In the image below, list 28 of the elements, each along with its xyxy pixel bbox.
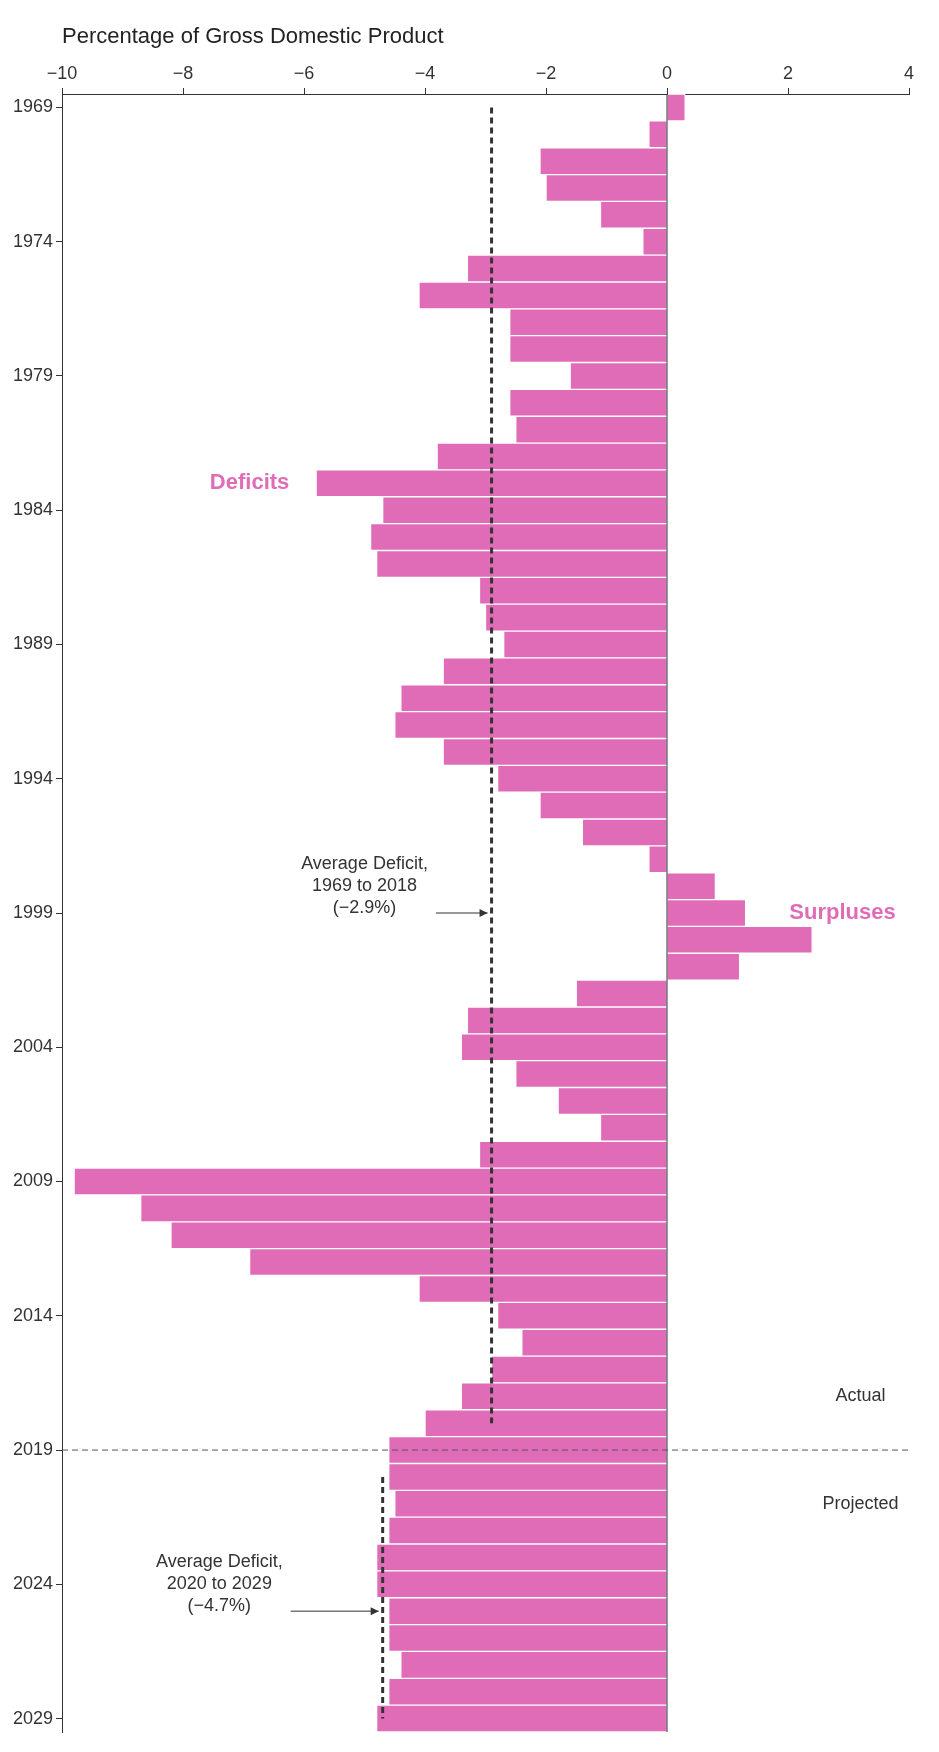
x-tick-label: −8	[172, 63, 194, 84]
y-tick-label: 1994	[13, 767, 54, 788]
annotation: Deficits	[209, 469, 290, 495]
annotation: Average Deficit, 1969 to 2018 (−2.9%)	[301, 853, 428, 918]
x-tick-label: −10	[46, 63, 78, 84]
x-tick-label: 2	[783, 63, 794, 84]
annotation: Projected	[822, 1492, 899, 1513]
x-tick-label: 4	[903, 63, 915, 84]
y-tick-label: 2014	[13, 1304, 54, 1325]
y-tick-label: 2029	[13, 1707, 54, 1728]
y-tick-label: 2019	[13, 1439, 54, 1460]
y-tick-label: 1999	[13, 901, 54, 922]
y-tick-label: 1974	[13, 230, 54, 251]
x-tick-label: −2	[535, 63, 557, 84]
y-tick-label: 2009	[13, 1170, 54, 1191]
annotation: Average Deficit, 2020 to 2029 (−4.7%)	[155, 1551, 283, 1616]
y-tick-label: 2024	[13, 1573, 54, 1594]
y-tick-label: 2004	[13, 1036, 54, 1057]
x-axis-title: Percentage of Gross Domestic Product	[62, 23, 444, 49]
y-tick-label: 1969	[13, 96, 54, 117]
y-tick-label: 1989	[13, 633, 54, 654]
annotation: Surpluses	[789, 899, 896, 925]
y-tick-label: 1979	[13, 364, 54, 385]
x-tick-label: −4	[414, 63, 436, 84]
x-tick-label: −6	[293, 63, 315, 84]
annotation: Actual	[835, 1385, 886, 1406]
x-tick-label: 0	[662, 63, 673, 84]
y-tick-label: 1984	[13, 499, 54, 520]
